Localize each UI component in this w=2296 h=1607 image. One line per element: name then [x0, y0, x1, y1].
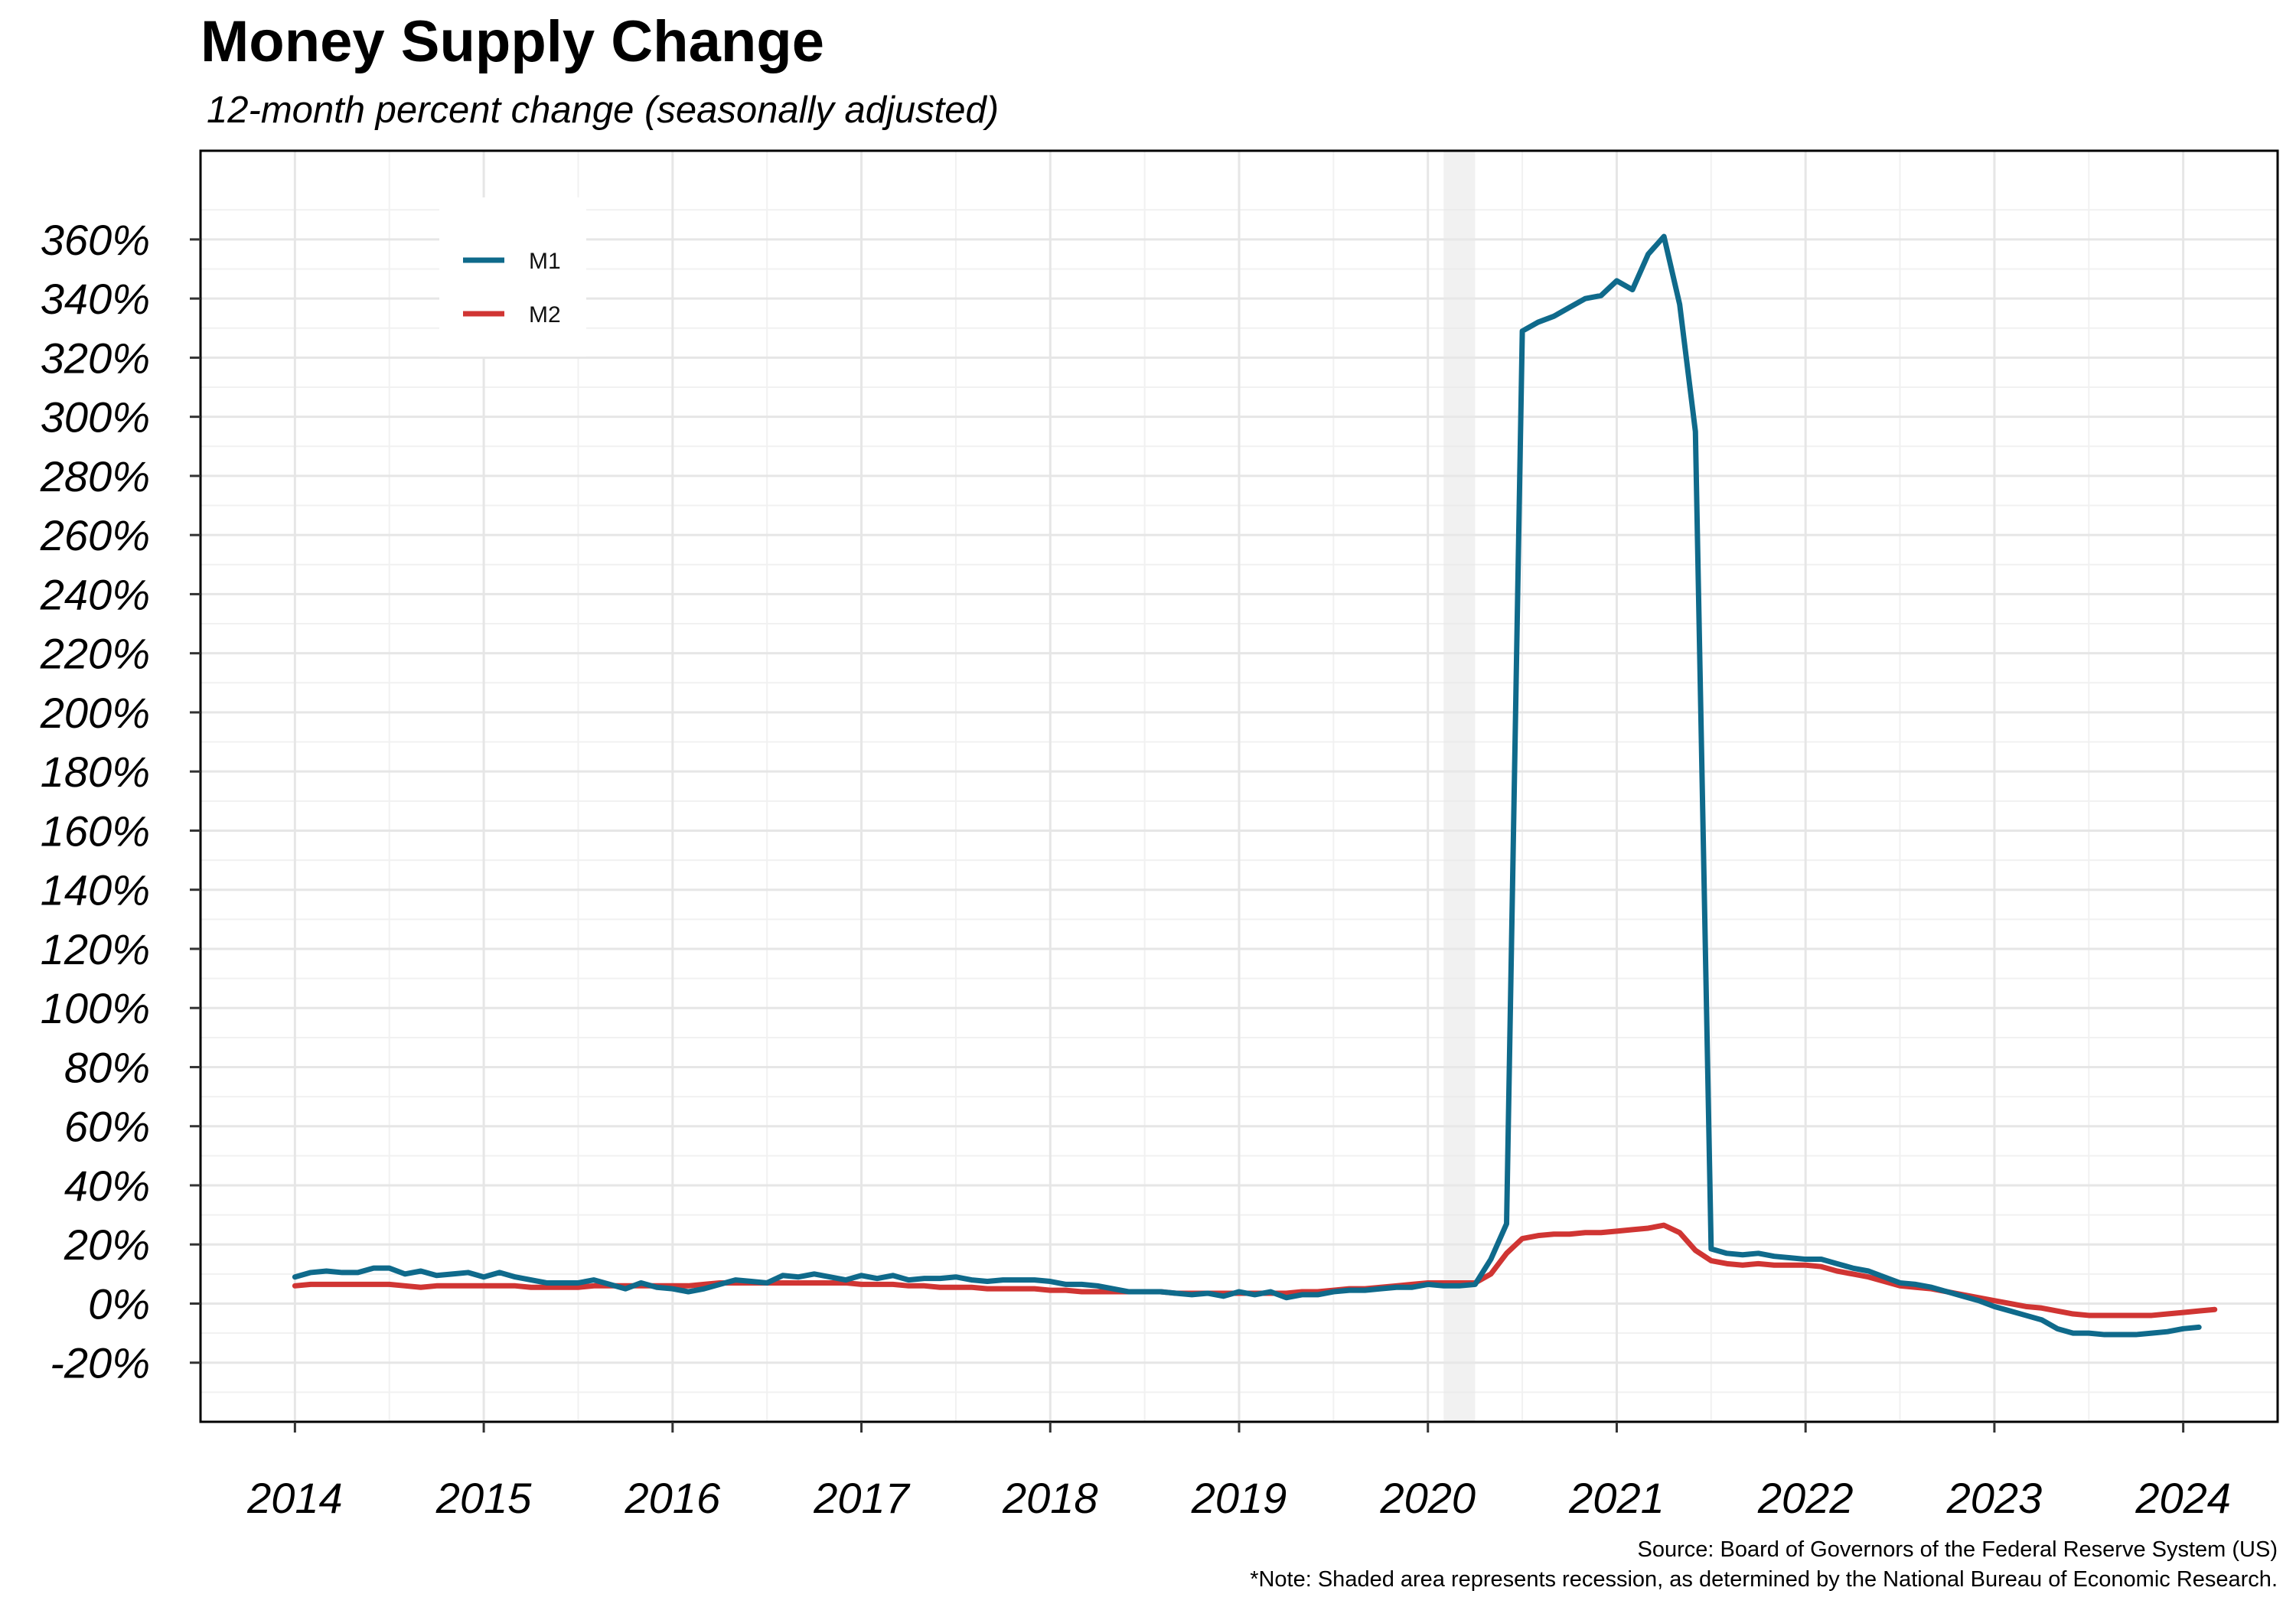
x-tick-label: 2018 [1002, 1474, 1098, 1522]
y-tick-label: 20% [64, 1221, 150, 1269]
chart-subtitle: 12-month percent change (seasonally adju… [207, 90, 999, 131]
plot-area: -20% 0% 20% 40% 60% 80% 100% 120% 140% 160% 180% 20… [40, 149, 2279, 1522]
legend: M1 M2 [439, 197, 586, 357]
y-tick-label: 160% [41, 807, 150, 855]
y-tick-label: 320% [41, 334, 150, 382]
x-tick-label: 2023 [1946, 1474, 2043, 1522]
series-line-m2 [292, 1222, 2218, 1319]
y-tick-label: 180% [41, 748, 150, 796]
y-tick-label: 0% [88, 1279, 150, 1328]
legend-label-m1: M1 [529, 249, 561, 274]
y-tick-label: 40% [64, 1162, 150, 1210]
y-tick-label: 340% [41, 275, 150, 323]
series-line-m1 [292, 233, 2202, 1338]
chart-title: Money Supply Change [201, 9, 824, 74]
y-tick-label: 240% [40, 570, 150, 618]
note-caption: *Note: Shaded area represents recession,… [1250, 1567, 2278, 1592]
x-tick-label: 2020 [1379, 1474, 1476, 1522]
source-caption: Source: Board of Governors of the Federa… [1637, 1537, 2278, 1562]
y-tick-label: 300% [41, 393, 150, 442]
x-tick-label: 2014 [246, 1474, 343, 1522]
y-tick-label: 280% [40, 452, 150, 500]
x-tick-label: 2022 [1757, 1474, 1854, 1522]
y-tick-label: 100% [41, 984, 150, 1032]
x-tick-label: 2017 [813, 1474, 910, 1522]
legend-label-m2: M2 [529, 302, 561, 328]
y-tick-label: 140% [41, 866, 150, 914]
x-tick-label: 2024 [2135, 1474, 2231, 1522]
x-tick-label: 2021 [1568, 1474, 1665, 1522]
legend-box [439, 197, 586, 357]
y-tick-label: 60% [64, 1103, 150, 1151]
y-tick-label: 200% [40, 689, 150, 737]
y-tick-label: 220% [40, 630, 150, 678]
recession-shade [1443, 151, 1476, 1422]
y-tick-label: -20% [50, 1339, 150, 1387]
x-tick-label: 2019 [1191, 1474, 1287, 1522]
y-tick-label: 260% [40, 511, 150, 559]
x-tick-label: 2016 [625, 1474, 721, 1522]
y-tick-label: 120% [41, 925, 150, 973]
y-tick-label: 360% [41, 216, 150, 264]
x-tick-label: 2015 [435, 1474, 532, 1522]
y-tick-label: 80% [64, 1043, 150, 1091]
